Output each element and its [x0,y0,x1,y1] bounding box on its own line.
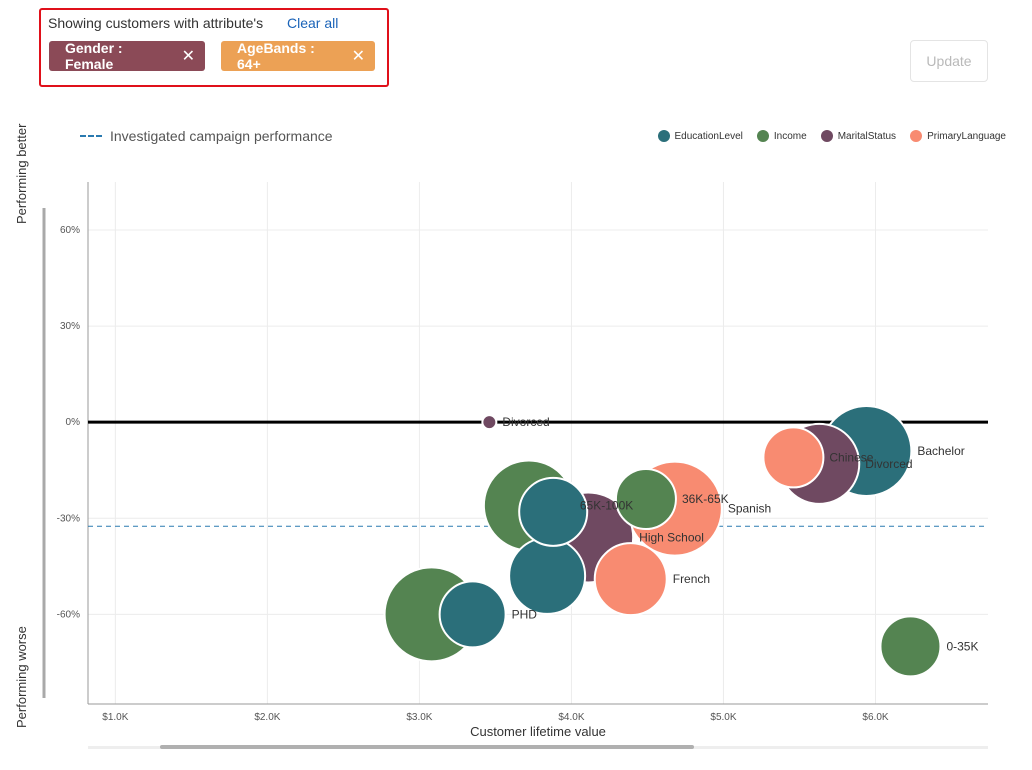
bubble-label: Divorced [502,415,549,429]
x-tick-label: $1.0K [102,712,128,723]
series-legend: EducationLevel Income MaritalStatus Prim… [657,130,1006,142]
x-tick-label: $5.0K [710,712,736,723]
y-tick-label: 30% [60,321,80,332]
legend-dot [820,130,833,142]
x-tick-label: $4.0K [558,712,584,723]
legend-dot [657,130,670,142]
dashed-line-icon [80,135,102,137]
y-tick-label: 0% [66,417,81,428]
filter-chip-label: AgeBands : 64+ [237,40,315,72]
filter-chip-gender[interactable]: Gender : Female ✕ [49,40,205,72]
bubble-label: Spanish [728,502,771,516]
y-tick-label: -60% [57,609,80,620]
legend-label: PrimaryLanguage [927,130,1006,142]
y-tick-label: 60% [60,225,80,236]
bubble-label: French [673,572,710,586]
bubble-label: 36K-65K [682,492,729,506]
bubble-label: 0-35K [946,639,978,653]
legend-item-marital[interactable]: MaritalStatus [820,130,897,142]
legend-label: Income [773,130,807,142]
attribute-filter-panel [39,8,389,87]
reference-legend-label: Investigated campaign performance [110,128,333,144]
legend-dot [756,130,769,142]
bubble-point [518,476,589,547]
bubble-point [879,615,942,678]
bubble-label: 65K-100K [580,498,633,512]
horizontal-scrollbar-thumb[interactable] [160,745,694,749]
x-tick-label: $2.0K [254,712,280,723]
bubble-point [508,536,587,615]
bubble-label: Chinese [829,450,873,464]
legend-item-language[interactable]: PrimaryLanguage [910,130,1006,142]
filter-heading: Showing customers with attribute's [48,15,264,31]
filter-chip-label: Gender : Female [65,40,123,72]
legend-label: MaritalStatus [837,130,897,142]
x-tick-label: $3.0K [406,712,432,723]
bubble-point [614,468,677,531]
reference-line-legend: Investigated campaign performance [80,128,333,144]
legend-item-education[interactable]: EducationLevel [657,130,743,142]
bubble-point [438,580,507,649]
x-tick-label: $6.0K [862,712,888,723]
legend-dot [910,130,923,142]
bubble-label: PHD [512,607,538,621]
bubble-label: High School [639,530,704,544]
clear-all-link[interactable]: Clear all [287,15,339,31]
filter-chip-agebands[interactable]: AgeBands : 64+ ✕ [221,40,375,72]
y-tick-label: -30% [57,513,80,524]
close-icon[interactable]: ✕ [351,48,365,65]
update-button[interactable]: Update [910,40,988,82]
legend-item-income[interactable]: Income [756,130,807,142]
bubble-point [593,542,668,617]
bubble-label: Bachelor [917,444,964,458]
bubble-point [481,414,498,431]
x-axis-title: Customer lifetime value [470,724,606,739]
legend-label: EducationLevel [674,130,743,142]
close-icon[interactable]: ✕ [181,48,195,65]
bubble-label: Divorced [865,457,912,471]
bubble-point [762,426,825,489]
